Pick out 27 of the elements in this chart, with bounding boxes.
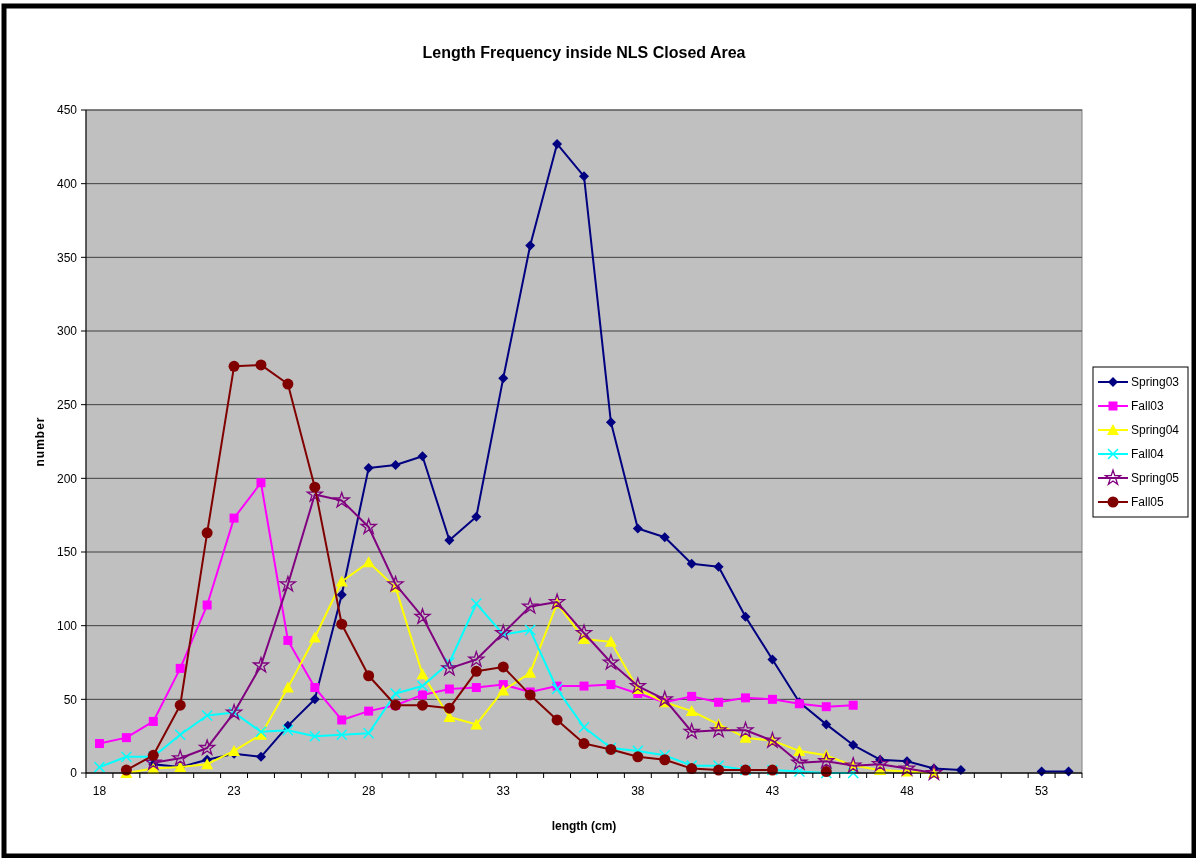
- chart-title: Length Frequency inside NLS Closed Area: [422, 44, 746, 61]
- x-tick-label: 33: [496, 784, 511, 798]
- x-axis-title: length (cm): [551, 819, 617, 833]
- x-tick-label: 48: [900, 784, 915, 798]
- x-tick-label: 23: [227, 784, 242, 798]
- legend-label: Fall04: [1131, 447, 1165, 462]
- y-tick-label: 400: [56, 176, 78, 191]
- legend-label: Fall03: [1131, 399, 1165, 414]
- y-tick-label: 0: [70, 766, 78, 781]
- y-tick-label: 450: [56, 103, 78, 118]
- x-tick-label: 28: [361, 784, 376, 798]
- y-tick-label: 50: [63, 692, 78, 707]
- x-tick-label: 18: [92, 784, 107, 798]
- y-tick-label: 200: [56, 471, 78, 486]
- x-tick-label: 53: [1034, 784, 1049, 798]
- legend-label: Spring05: [1131, 471, 1180, 486]
- x-tick-label: 38: [631, 784, 645, 798]
- legend-label: Spring03: [1131, 375, 1180, 390]
- y-tick-label: 300: [56, 324, 78, 339]
- legend-label: Fall05: [1131, 495, 1165, 510]
- y-axis-title: number: [33, 416, 47, 467]
- y-tick-label: 100: [56, 618, 78, 633]
- y-tick-label: 150: [56, 545, 78, 560]
- x-tick-label: 43: [765, 784, 780, 798]
- y-tick-label: 250: [56, 397, 78, 412]
- legend-label: Spring04: [1131, 423, 1180, 438]
- y-tick-label: 350: [56, 250, 78, 265]
